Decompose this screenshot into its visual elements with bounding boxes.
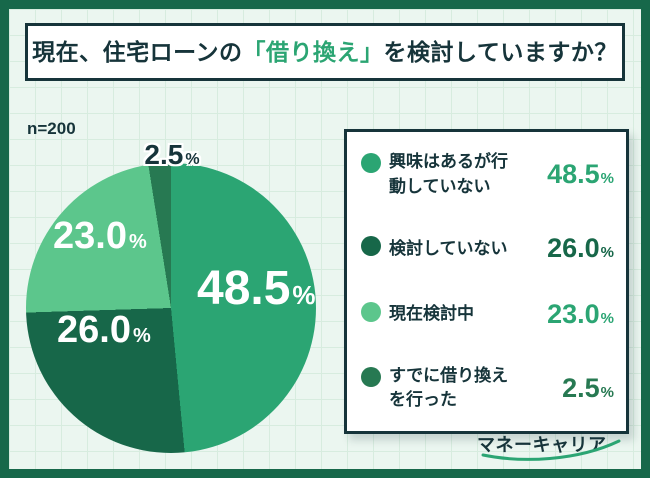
pie-slice-value: 2.5 <box>144 139 184 170</box>
legend-value-number: 48.5 <box>547 159 600 190</box>
title-highlight: 「借り換え」 <box>242 39 384 65</box>
pie-slice-label-3: 23.0% <box>53 215 147 258</box>
percent-sign: % <box>128 231 147 253</box>
legend-value-number: 26.0 <box>547 233 600 264</box>
legend-item: 検討していない 26.0% <box>361 233 614 264</box>
legend-label: 現在検討中 <box>389 303 474 323</box>
title-box: 現在、住宅ローンの「借り換え」を検討していますか？ <box>25 23 625 81</box>
brand-logo: マネーキャリア <box>477 431 627 463</box>
legend-dot <box>361 301 381 322</box>
legend-value: 26.0% <box>547 233 614 264</box>
percent-sign: % <box>600 244 614 262</box>
brand-logo-text: マネーキャリア <box>477 435 607 455</box>
pie-slice-value: 48.5 <box>197 262 291 315</box>
legend-dot <box>361 366 381 387</box>
percent-sign: % <box>600 383 614 401</box>
legend-value: 23.0% <box>547 299 614 330</box>
legend-value: 48.5% <box>547 159 614 190</box>
legend-value: 2.5% <box>562 373 614 404</box>
legend-item: すでに借り換えを行った 2.5% <box>361 364 614 413</box>
legend-label: 興味はあるが行動していない <box>389 152 508 196</box>
title-prefix: 現在、住宅ローンの <box>32 39 243 65</box>
legend-item: 現在検討中 23.0% <box>361 299 614 330</box>
pie-slice-label-4: 2.5% <box>117 139 227 171</box>
percent-sign: % <box>292 280 316 310</box>
legend-item: 興味はあるが行動していない 48.5% <box>361 150 614 199</box>
pie-slice-value: 23.0 <box>53 215 127 257</box>
pie-slice-value: 26.0 <box>57 309 131 351</box>
legend-dot <box>361 236 381 257</box>
legend-value-number: 23.0 <box>547 298 600 329</box>
legend-label: 検討していない <box>389 238 508 258</box>
logo-swoosh-icon <box>481 439 621 461</box>
percent-sign: % <box>132 325 151 347</box>
pie-slice-label-1: 48.5% <box>197 261 316 316</box>
title-suffix: を検討していますか？ <box>383 39 618 65</box>
legend-dot <box>361 153 381 173</box>
percent-sign: % <box>185 151 200 168</box>
legend-value-number: 2.5 <box>562 372 600 403</box>
pie-chart <box>26 163 316 453</box>
pie-slice-label-2: 26.0% <box>57 309 151 352</box>
percent-sign: % <box>600 170 614 188</box>
percent-sign: % <box>600 309 614 327</box>
page-title: 現在、住宅ローンの「借り換え」を検討していますか？ <box>28 26 622 78</box>
legend: 興味はあるが行動していない 48.5% 検討していない 26.0% 現在検討中 … <box>344 129 629 434</box>
sample-size-label: n=200 <box>27 119 76 138</box>
legend-label: すでに借り換えを行った <box>389 365 509 410</box>
